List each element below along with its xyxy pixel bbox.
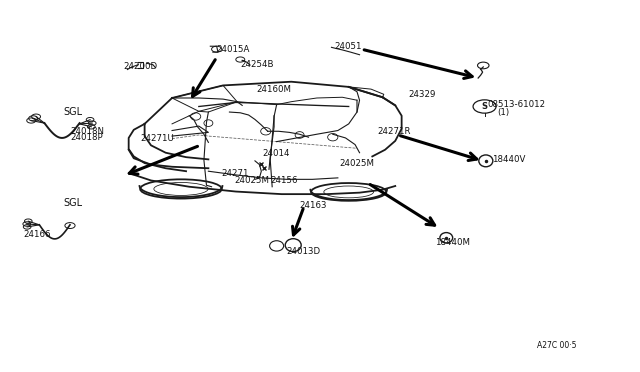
Text: 08513-61012: 08513-61012	[487, 100, 545, 109]
Text: 24160M: 24160M	[256, 85, 291, 94]
Text: 24156: 24156	[270, 176, 298, 185]
Text: 24051: 24051	[335, 42, 362, 51]
Text: 24271U: 24271U	[140, 134, 174, 143]
Text: 24025M: 24025M	[339, 159, 374, 168]
Text: 24014: 24014	[262, 149, 290, 158]
Text: 24166: 24166	[24, 230, 51, 238]
Text: 24013D: 24013D	[287, 247, 321, 256]
Text: SGL: SGL	[63, 198, 83, 208]
Text: 24329: 24329	[408, 90, 435, 99]
Text: A27C 00·5: A27C 00·5	[537, 341, 577, 350]
Text: 24018P: 24018P	[70, 134, 102, 142]
Text: 18440M: 18440M	[435, 238, 470, 247]
Ellipse shape	[285, 239, 301, 251]
Text: 24025M: 24025M	[234, 176, 269, 185]
Text: 24271: 24271	[221, 169, 249, 177]
Text: SGL: SGL	[63, 107, 83, 117]
Text: 24271R: 24271R	[378, 127, 411, 136]
Text: S: S	[481, 102, 488, 111]
Text: 24015A: 24015A	[217, 45, 250, 54]
Text: 18440V: 18440V	[492, 155, 525, 164]
Ellipse shape	[479, 155, 493, 167]
Text: (1): (1)	[497, 108, 509, 116]
Text: 24163: 24163	[300, 201, 327, 210]
Text: 24018N: 24018N	[70, 127, 104, 136]
Text: 24200D: 24200D	[124, 62, 157, 71]
Ellipse shape	[440, 232, 452, 243]
Text: 24254B: 24254B	[240, 60, 274, 69]
Ellipse shape	[269, 241, 284, 251]
